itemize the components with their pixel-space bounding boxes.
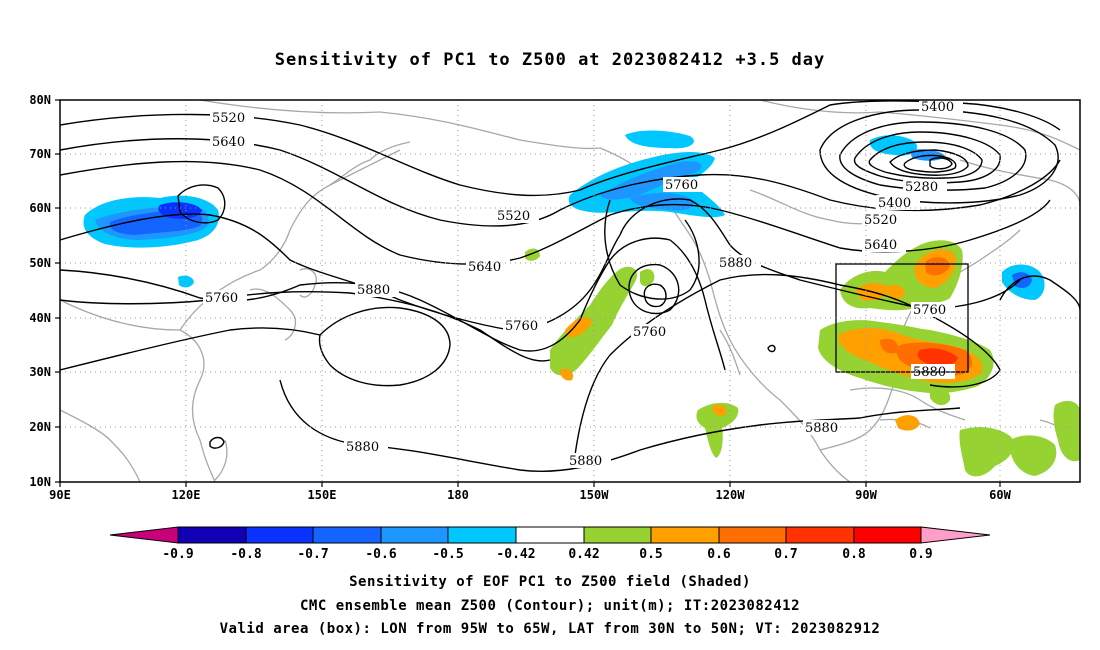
colorbar-label: 0.7: [774, 547, 797, 562]
colorbar-box-4: [380, 526, 449, 544]
lat-label-50n: 50N: [29, 256, 51, 270]
contour-label-5760-low: 5760: [633, 325, 666, 340]
negative-sensitivity-shading: [83, 130, 1045, 300]
contour-label-5520-east: 5520: [864, 213, 897, 228]
contour-label-5760: 5760: [205, 291, 238, 306]
colorbar-box-10: [785, 526, 855, 544]
colorbar-left-arrow: [109, 526, 179, 544]
lat-label-10n: 10N: [29, 475, 51, 489]
lat-label-40n: 40N: [29, 311, 51, 325]
contour-label-5400-east: 5400: [878, 196, 911, 211]
lat-label-80n: 80N: [29, 93, 51, 107]
contour-label-5760-alaska: 5760: [665, 178, 698, 193]
colorbar-box-6: [515, 526, 585, 544]
colorbar-box-9: [718, 526, 787, 544]
map-title: Sensitivity of PC1 to Z500 at 2023082412…: [274, 50, 826, 70]
map-frame: [59, 99, 1081, 483]
colorbar-box-5: [447, 526, 517, 544]
contour-label-5400-north: 5400: [921, 100, 954, 115]
contour-label-5640-east: 5640: [864, 238, 897, 253]
caption-shaded: Sensitivity of EOF PC1 to Z500 field (Sh…: [349, 574, 751, 590]
lon-label-150w: 150W: [580, 488, 610, 502]
lon-label-120w: 120W: [716, 488, 746, 502]
contour-label-5640-pacific: 5640: [468, 260, 501, 275]
colorbar-box-2: [245, 526, 314, 544]
colorbar-label: -0.42: [496, 547, 535, 562]
lon-label-60w: 60W: [989, 488, 1011, 502]
lat-label-60n: 60N: [29, 201, 51, 215]
colorbar-label: -0.6: [365, 547, 396, 562]
latitude-labels: 80N 70N 60N 50N 40N 30N 20N 10N: [29, 93, 51, 489]
longitude-labels: 90E 120E 150E 180 150W 120W 90W 60W: [49, 488, 1011, 502]
contour-label-5880: 5880: [357, 283, 390, 298]
contour-label-5520: 5520: [212, 111, 245, 126]
colorbar-label: -0.9: [162, 547, 193, 562]
colorbar-label: -0.5: [432, 547, 463, 562]
colorbar-label: 0.42: [568, 547, 599, 562]
colorbar-label: 0.6: [707, 547, 731, 562]
contour-label-5520-pacific: 5520: [497, 209, 530, 224]
contour-label-5880-mexico: 5880: [569, 454, 602, 469]
lat-label-30n: 30N: [29, 365, 51, 379]
colorbar-label: 0.9: [909, 547, 932, 562]
contour-label-5880-south: 5880: [346, 440, 379, 455]
colorbar-label: -0.8: [230, 547, 261, 562]
lon-label-180: 180: [447, 488, 469, 502]
caption-contour: CMC ensemble mean Z500 (Contour); unit(m…: [299, 598, 800, 614]
caption-valid-area: Valid area (box): LON from 95W to 65W, L…: [219, 621, 881, 637]
contour-labels: 5520 5640 5760 5880 5520 5640 5760 5760 …: [203, 100, 963, 469]
lat-label-20n: 20N: [29, 420, 51, 434]
contour-label-5280: 5280: [905, 180, 938, 195]
lat-label-70n: 70N: [29, 147, 51, 161]
lon-label-120e: 120E: [172, 488, 201, 502]
colorbar-label: 0.5: [639, 547, 662, 562]
colorbar-label: -0.7: [297, 547, 328, 562]
axis-ticks: [55, 99, 1001, 487]
colorbar-box-11: [853, 526, 922, 544]
lon-label-150e: 150E: [308, 488, 337, 502]
colorbar-label: 0.8: [842, 547, 866, 562]
contour-label-5760-pacific: 5760: [505, 319, 538, 334]
colorbar: [109, 526, 991, 544]
contour-label-5640: 5640: [212, 135, 245, 150]
contour-label-5760-east: 5760: [913, 303, 946, 318]
lon-label-90e: 90E: [49, 488, 71, 502]
lon-label-90w: 90W: [855, 488, 877, 502]
colorbar-box-8: [650, 526, 720, 544]
colorbar-right-arrow: [920, 526, 991, 544]
colorbar-box-1: [177, 526, 247, 544]
gridlines: [60, 100, 1080, 482]
colorbar-box-3: [312, 526, 382, 544]
colorbar-labels: -0.9 -0.8 -0.7 -0.6 -0.5 -0.42 0.42 0.5 …: [162, 547, 932, 562]
colorbar-box-7: [583, 526, 652, 544]
contour-label-5880-gulf: 5880: [805, 421, 838, 436]
